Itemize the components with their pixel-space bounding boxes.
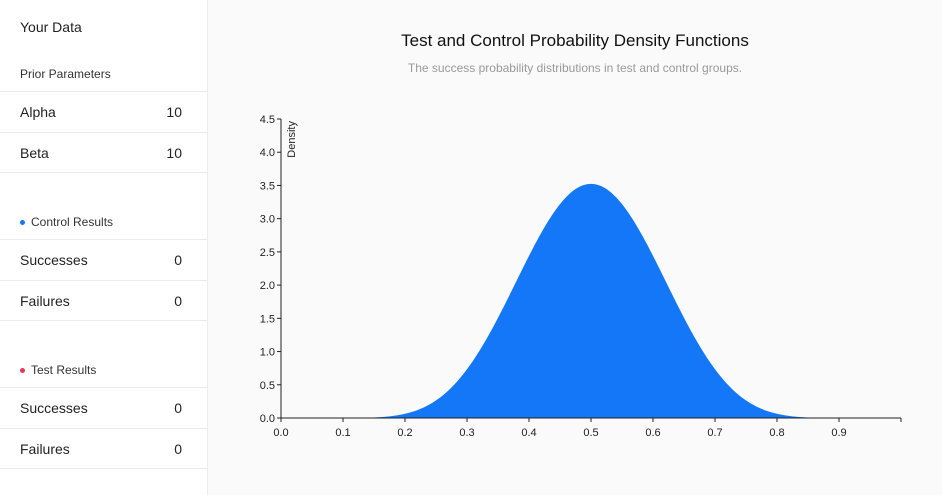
y-tick-label: 3.5	[260, 180, 275, 192]
chart-subtitle: The success probability distributions in…	[407, 61, 743, 75]
density-chart: 0.0 0.5 1.0 1.5 2.0 2.5 3.0 3.5 4.0 4.5 0.0 0.1 0.2…	[260, 114, 902, 439]
control-failures-value[interactable]: 0	[174, 292, 182, 309]
sidebar: Your Data Prior Parameters Alpha 10 Beta…	[0, 0, 208, 495]
y-axis-label: Density	[286, 121, 298, 158]
test-results-heading: Test Results	[20, 363, 96, 377]
control-results-label: Control Results	[31, 215, 114, 229]
test-dot-icon	[20, 367, 25, 373]
test-failures-label: Failures	[20, 440, 70, 457]
test-failures-value[interactable]: 0	[174, 440, 182, 457]
x-tick-label: 0.5	[583, 427, 598, 439]
test-successes-row[interactable]: Successes 0	[0, 387, 207, 428]
test-successes-value[interactable]: 0	[174, 400, 182, 416]
y-tick-label: 1.0	[260, 347, 275, 359]
control-successes-label: Successes	[20, 252, 88, 268]
x-tick-label: 0.8	[769, 427, 784, 439]
control-results-heading: Control Results	[20, 215, 113, 229]
y-tick-label: 1.5	[260, 313, 275, 325]
y-tick-label: 4.0	[260, 147, 275, 159]
x-tick-label: 0.1	[335, 427, 350, 439]
test-failures-row[interactable]: Failures 0	[0, 428, 207, 469]
control-dot-icon	[20, 219, 25, 225]
x-tick-label: 0.3	[459, 427, 474, 439]
chart-panel: Test and Control Probability Density Fun…	[208, 0, 942, 495]
chart-title: Test and Control Probability Density Fun…	[401, 31, 749, 50]
prior-parameters-label: Prior Parameters	[20, 67, 111, 81]
y-tick-label: 0.0	[260, 413, 275, 425]
plot-area	[281, 183, 901, 418]
y-tick-label: 4.5	[260, 114, 275, 126]
y-tick-label: 3.0	[260, 214, 275, 226]
control-failures-label: Failures	[20, 292, 70, 309]
series-area-control	[281, 183, 901, 418]
alpha-value[interactable]: 10	[166, 104, 182, 120]
x-tick-label: 0.2	[397, 427, 412, 439]
y-tick-label: 0.5	[260, 380, 275, 392]
control-failures-row[interactable]: Failures 0	[0, 280, 207, 321]
x-axis: 0.0 0.1 0.2 0.3 0.4 0.5 0.6 0.7 0.8 0.9	[273, 417, 902, 439]
x-tick-label: 0.7	[707, 427, 722, 439]
sidebar-title: Your Data	[20, 19, 82, 35]
control-successes-row[interactable]: Successes 0	[0, 239, 207, 280]
x-tick-label: 0.0	[273, 427, 288, 439]
beta-label: Beta	[20, 144, 49, 161]
beta-row[interactable]: Beta 10	[0, 132, 207, 173]
beta-value[interactable]: 10	[166, 144, 182, 161]
control-successes-value[interactable]: 0	[174, 252, 182, 268]
alpha-row[interactable]: Alpha 10	[0, 91, 207, 132]
test-successes-label: Successes	[20, 400, 88, 416]
alpha-label: Alpha	[20, 104, 56, 120]
x-tick-label: 0.6	[645, 427, 660, 439]
prior-parameters-heading: Prior Parameters	[20, 67, 111, 81]
y-axis: 0.0 0.5 1.0 1.5 2.0 2.5 3.0 3.5 4.0 4.5	[260, 114, 282, 425]
y-tick-label: 2.0	[260, 280, 275, 292]
y-tick-label: 2.5	[260, 247, 275, 259]
test-results-label: Test Results	[31, 363, 97, 377]
x-tick-label: 0.9	[831, 427, 846, 439]
x-tick-label: 0.4	[521, 427, 536, 439]
